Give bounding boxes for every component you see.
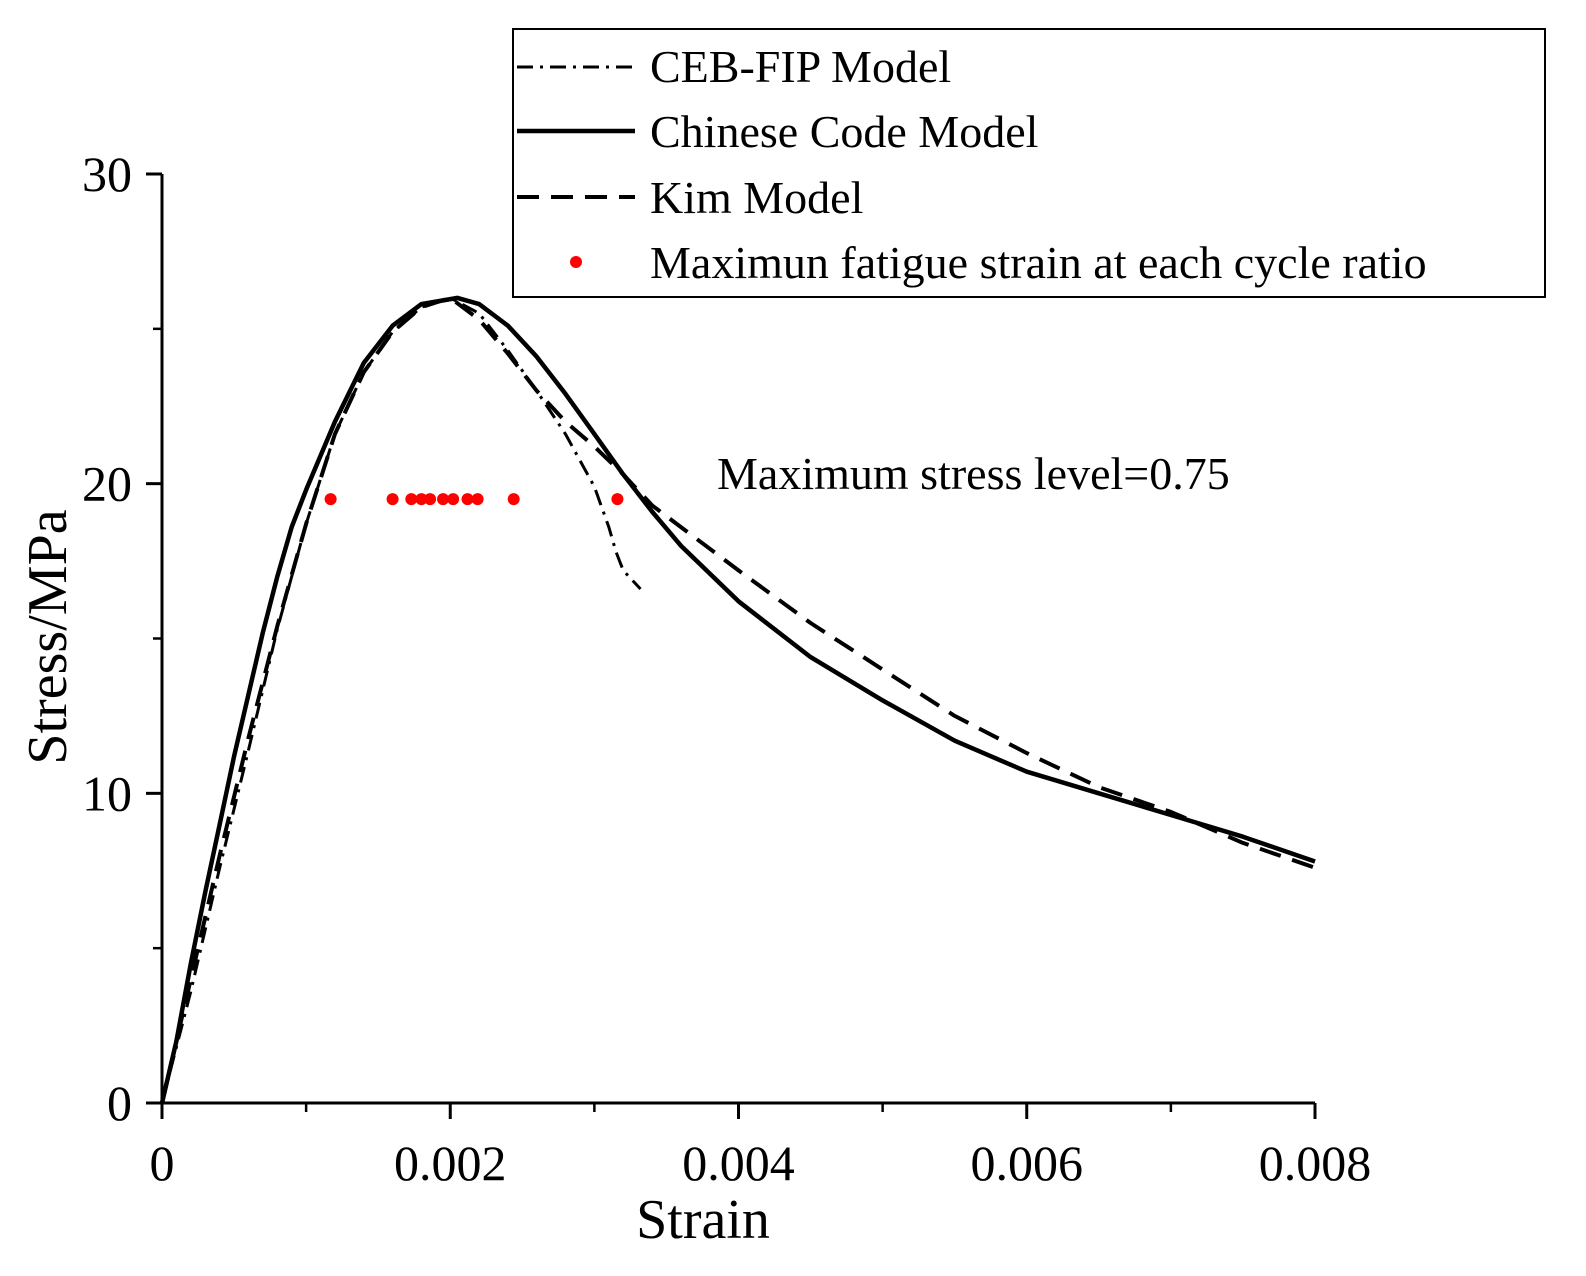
- x-tick-label: 0: [150, 1135, 175, 1191]
- fatigue-strain-point: [507, 493, 520, 506]
- legend-label-ceb-fip: CEB-FIP Model: [650, 41, 951, 92]
- fatigue-strain-point: [405, 493, 418, 506]
- legend: CEB-FIP Model Chinese Code Model Kim Mod…: [512, 28, 1546, 298]
- fatigue-strain-point: [437, 493, 450, 506]
- x-axis-title: Strain: [636, 1189, 770, 1251]
- fatigue-strain-point: [415, 493, 428, 506]
- fatigue-strain-point: [324, 493, 337, 506]
- y-tick-label: 0: [107, 1075, 132, 1131]
- fatigue-strain-point: [471, 493, 484, 506]
- legend-swatch-fatigue-points: [570, 256, 582, 268]
- legend-label-kim: Kim Model: [650, 172, 863, 223]
- fatigue-strain-point: [386, 493, 399, 506]
- series-line-ceb-fip-model: [160, 296, 642, 1104]
- y-tick-label: 20: [82, 456, 132, 512]
- y-tick-label: 10: [82, 765, 132, 821]
- x-tick-label: 0.004: [682, 1135, 795, 1191]
- legend-box: [512, 28, 1546, 298]
- annotation-stress-level: Maximum stress level=0.75: [717, 448, 1230, 499]
- series-layer: [159, 295, 1316, 1104]
- axes-layer: 0 0.002 0.004 0.006 0.008 0 10 20 30: [82, 146, 1371, 1191]
- legend-label-fatigue-points: Maximun fatigue strain at each cycle rat…: [650, 237, 1427, 288]
- fatigue-strain-point: [424, 493, 437, 506]
- legend-label-chinese-code: Chinese Code Model: [650, 106, 1038, 157]
- fatigue-strain-point: [611, 493, 624, 506]
- y-tick-label: 30: [82, 146, 132, 202]
- y-axis-title: Stress/MPa: [17, 509, 79, 764]
- fatigue-strain-point: [461, 493, 474, 506]
- series-line-kim-model: [160, 295, 1316, 1104]
- x-tick-label: 0.008: [1259, 1135, 1372, 1191]
- series-line-chinese-code-model: [159, 295, 1316, 1104]
- x-tick-label: 0.002: [394, 1135, 507, 1191]
- fatigue-strain-point: [447, 493, 460, 506]
- x-tick-label: 0.006: [971, 1135, 1084, 1191]
